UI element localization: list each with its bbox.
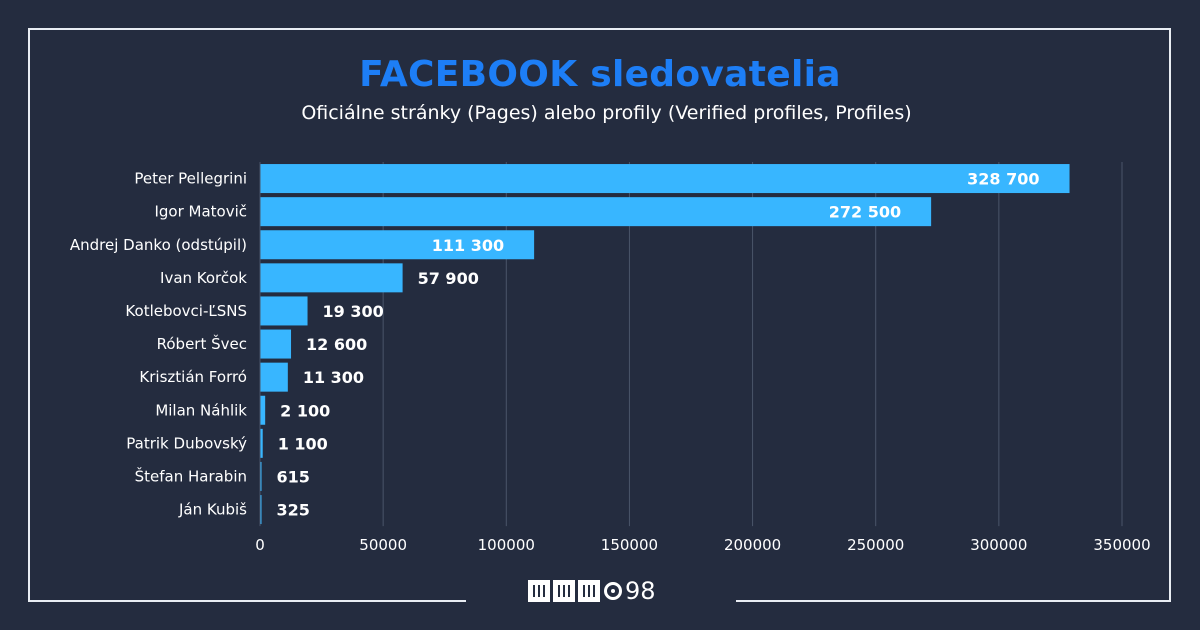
data-label: 2 100 [280,401,330,420]
category-label: Andrej Danko (odstúpil) [70,236,247,254]
data-label: 12 600 [306,335,367,354]
bar [260,197,932,227]
category-label: Milan Náhlik [155,401,247,419]
bar [260,230,535,260]
x-tick-label: 250000 [847,536,904,554]
category-label: Róbert Švec [157,334,247,353]
x-tick-label: 300000 [970,536,1027,554]
category-label: Štefan Harabin [135,466,247,485]
bar [260,263,403,293]
x-tick-label: 350000 [1093,536,1150,554]
logo-circle-icon [604,582,622,600]
category-label: Peter Pellegrini [134,170,247,188]
chart-title: FACEBOOK sledovatelia [359,54,841,95]
data-label: 328 700 [967,170,1039,189]
bar [260,395,266,425]
data-label: 19 300 [323,302,384,321]
x-tick-label: 150000 [601,536,658,554]
x-tick-label: 200000 [724,536,781,554]
bar [260,296,308,326]
logo-mark-icon [528,580,600,602]
data-label: 57 900 [418,269,479,288]
data-label: 272 500 [829,203,901,222]
bar [260,362,288,392]
bar [260,428,263,458]
bar [260,329,292,359]
category-label: Ján Kubiš [178,501,247,519]
category-label: Kotlebovci-ĽSNS [125,302,247,320]
category-label: Krisztián Forró [139,368,247,386]
memo98-logo: 98 [528,576,678,606]
bar [260,164,1070,194]
category-label: Ivan Korčok [160,269,247,287]
data-label: 325 [277,501,310,520]
data-label: 1 100 [278,434,328,453]
x-tick-label: 0 [255,536,265,554]
data-label: 111 300 [432,236,504,255]
logo-number: 98 [625,577,656,605]
data-label: 615 [277,467,310,486]
category-label: Igor Matovič [154,203,247,221]
category-label: Patrik Dubovský [126,434,247,452]
bar [260,461,262,491]
chart-subtitle: Oficiálne stránky (Pages) alebo profily … [301,102,912,124]
x-tick-label: 100000 [478,536,535,554]
x-tick-label: 50000 [359,536,407,554]
bar [260,495,262,525]
data-label: 11 300 [303,368,364,387]
